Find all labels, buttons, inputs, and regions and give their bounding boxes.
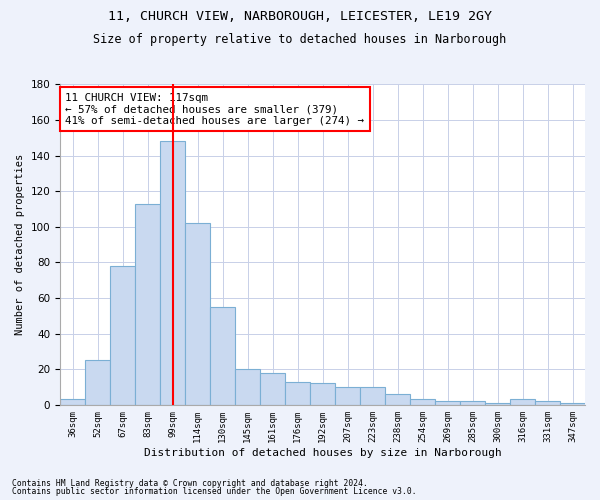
Text: Contains public sector information licensed under the Open Government Licence v3: Contains public sector information licen… <box>12 487 416 496</box>
Bar <box>160 142 185 405</box>
Text: 11, CHURCH VIEW, NARBOROUGH, LEICESTER, LE19 2GY: 11, CHURCH VIEW, NARBOROUGH, LEICESTER, … <box>108 10 492 23</box>
Text: Size of property relative to detached houses in Narborough: Size of property relative to detached ho… <box>94 32 506 46</box>
Bar <box>135 204 160 405</box>
Bar <box>210 307 235 405</box>
Bar <box>410 400 435 405</box>
Text: 11 CHURCH VIEW: 117sqm
← 57% of detached houses are smaller (379)
41% of semi-de: 11 CHURCH VIEW: 117sqm ← 57% of detached… <box>65 92 364 126</box>
Bar <box>110 266 135 405</box>
Bar <box>285 382 310 405</box>
Bar <box>60 400 85 405</box>
Bar <box>535 402 560 405</box>
Bar <box>260 373 285 405</box>
Bar <box>510 400 535 405</box>
Bar <box>85 360 110 405</box>
Bar <box>485 403 510 405</box>
Bar <box>435 402 460 405</box>
Bar <box>335 387 360 405</box>
Bar <box>360 387 385 405</box>
Bar <box>310 384 335 405</box>
Bar <box>560 403 585 405</box>
Bar <box>460 402 485 405</box>
Bar <box>235 369 260 405</box>
Text: Contains HM Land Registry data © Crown copyright and database right 2024.: Contains HM Land Registry data © Crown c… <box>12 478 368 488</box>
Bar <box>185 224 210 405</box>
Bar <box>385 394 410 405</box>
X-axis label: Distribution of detached houses by size in Narborough: Distribution of detached houses by size … <box>143 448 502 458</box>
Y-axis label: Number of detached properties: Number of detached properties <box>15 154 25 336</box>
